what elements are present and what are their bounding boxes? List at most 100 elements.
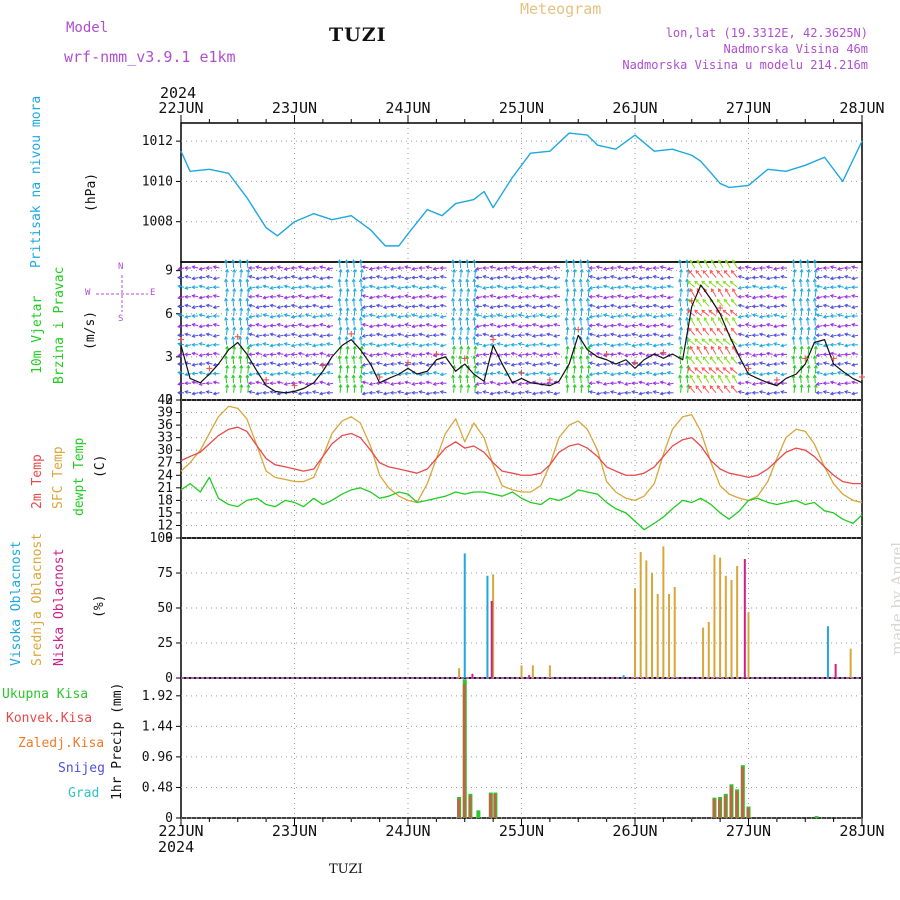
- wind-arrowhead: [425, 276, 430, 281]
- wind-arrowhead: [345, 287, 350, 292]
- wind-arrowhead: [459, 326, 464, 331]
- wind-arrowhead: [737, 314, 742, 319]
- wind-arrow: [686, 298, 689, 307]
- wind-arrowhead: [695, 356, 700, 361]
- wind-arrow: [632, 275, 639, 279]
- wind-arrow: [298, 363, 305, 366]
- wind-arrowhead: [262, 266, 267, 271]
- wind-arrowhead: [602, 324, 607, 329]
- wind-arrow: [617, 334, 624, 337]
- wind-arrow: [178, 371, 185, 375]
- wind-arrowhead: [616, 265, 621, 270]
- wind-arrow: [369, 353, 376, 357]
- wind-arrow: [766, 392, 773, 395]
- wind-arrow: [807, 327, 810, 336]
- wind-arrowhead: [475, 382, 480, 386]
- wind-arrow: [497, 285, 504, 288]
- wind-arrow: [701, 367, 710, 374]
- wind-arrow: [383, 381, 390, 384]
- wind-arrowhead: [572, 383, 577, 388]
- wind-arrow: [807, 279, 809, 288]
- wind-arrow: [440, 333, 447, 336]
- wind-arrowhead: [732, 259, 736, 264]
- ytick-label-pressure: 1008: [142, 215, 173, 230]
- wind-arrowhead: [850, 314, 855, 318]
- wind-arrow: [667, 343, 674, 346]
- wind-arrowhead: [262, 304, 266, 309]
- wind-arrow: [617, 295, 624, 298]
- wind-arrow: [504, 275, 511, 279]
- wind-arrow: [467, 307, 469, 317]
- wind-arrowhead: [191, 314, 196, 318]
- wind-arrowhead: [368, 304, 373, 309]
- wind-arrowhead: [624, 370, 629, 375]
- wind-arrow: [580, 327, 583, 336]
- wind-arrow: [589, 373, 596, 376]
- legend-frozen-precip: Zaledj.Kisa: [18, 736, 105, 751]
- wind-arrow: [460, 269, 462, 278]
- wind-arrowhead: [344, 278, 349, 283]
- wind-arrow: [587, 307, 590, 317]
- wind-arrow: [383, 363, 390, 366]
- wind-arrowhead: [851, 322, 856, 327]
- wind-arrow: [724, 356, 731, 365]
- wind-arrowhead: [829, 351, 834, 356]
- wind-arrow: [452, 259, 455, 269]
- wind-arrowhead: [432, 390, 437, 395]
- wind-arrow: [346, 307, 349, 317]
- cloud-bar: [719, 557, 722, 678]
- wind-arrow: [823, 315, 830, 318]
- wind-arrowhead: [686, 345, 691, 350]
- wind-arrow: [277, 323, 284, 327]
- wind-arrow: [792, 298, 795, 307]
- wind-arrow: [553, 352, 561, 355]
- wind-arrowhead: [451, 355, 456, 359]
- wind-arrowhead: [579, 326, 584, 331]
- wind-arrow: [679, 375, 682, 384]
- wind-arrowhead: [822, 332, 827, 337]
- wind-arrowhead: [843, 361, 848, 366]
- wind-arrowhead: [375, 274, 380, 279]
- wind-arrowhead: [344, 355, 349, 359]
- wind-arrowhead: [276, 371, 281, 376]
- wind-arrowhead: [531, 276, 536, 281]
- wind-arrowhead: [716, 385, 721, 389]
- wind-arrowhead: [792, 307, 797, 311]
- wind-arrowhead: [326, 353, 331, 358]
- wind-arrowhead: [503, 303, 508, 308]
- wind-arrowhead: [602, 266, 607, 271]
- wind-arrowhead: [489, 391, 494, 396]
- wind-arrow: [780, 286, 788, 289]
- wind-arrowhead: [773, 342, 778, 346]
- wind-arrowhead: [475, 370, 480, 375]
- wind-arrow: [345, 336, 348, 345]
- wind-arrowhead: [716, 356, 721, 361]
- wind-arrow: [639, 381, 646, 384]
- wind-arrowhead: [382, 362, 387, 367]
- wind-arrow: [680, 269, 682, 278]
- wind-arrowhead: [659, 342, 664, 347]
- wind-arrow: [453, 288, 455, 297]
- wind-arrow: [687, 367, 696, 374]
- wind-arrowhead: [248, 390, 253, 394]
- wind-arrow: [646, 371, 653, 375]
- wind-arrow: [814, 375, 816, 384]
- wind-arrow: [646, 285, 653, 288]
- wind-arrow: [694, 338, 703, 346]
- wind-arrow: [353, 327, 356, 336]
- wind-arrow: [718, 288, 724, 298]
- wind-arrowhead: [595, 334, 600, 338]
- ytick-label-temperature: 27: [157, 456, 173, 471]
- wind-arrow: [624, 296, 632, 299]
- wind-arrowhead: [815, 324, 820, 329]
- wind-arrow: [305, 267, 312, 270]
- wind-arrow: [759, 373, 766, 376]
- wind-arrow: [248, 275, 256, 279]
- wind-arrowhead: [595, 305, 600, 310]
- wind-arrow: [360, 346, 363, 355]
- wind-arrowhead: [177, 353, 182, 358]
- wind-arrowhead: [473, 268, 478, 273]
- wind-arrowhead: [225, 307, 230, 311]
- wind-arrow: [816, 285, 823, 288]
- wind-arrowhead: [602, 284, 607, 289]
